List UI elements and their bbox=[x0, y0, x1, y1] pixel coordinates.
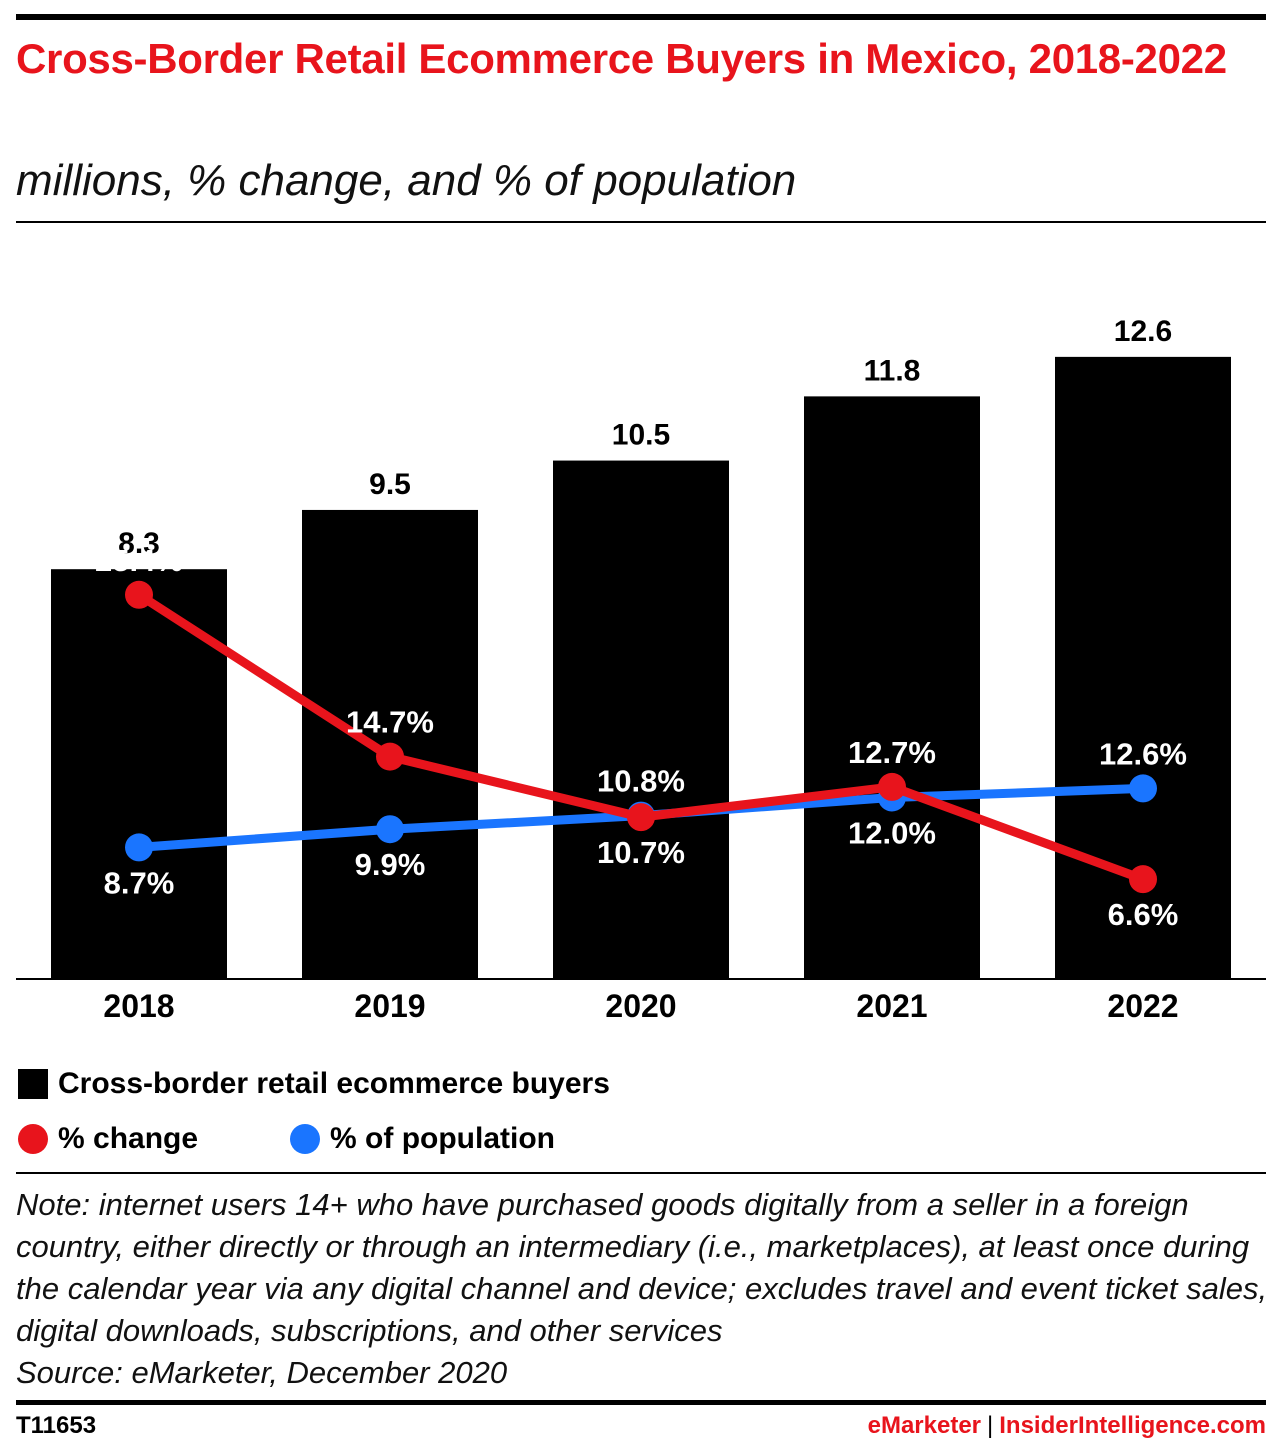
change-label-2019: 14.7% bbox=[346, 705, 434, 740]
population-label-2021: 12.0% bbox=[848, 815, 936, 850]
bar-value-label-2020: 10.5 bbox=[612, 419, 670, 452]
brand-separator: | bbox=[987, 1412, 994, 1439]
x-tick-label-2021: 2021 bbox=[856, 988, 927, 1024]
brand-emarketer: eMarketer bbox=[867, 1412, 982, 1439]
change-point-2021 bbox=[878, 772, 906, 801]
legend-divider bbox=[16, 1172, 1266, 1174]
top-rule bbox=[16, 14, 1266, 20]
bottom-rule bbox=[16, 1400, 1266, 1405]
bar-2021 bbox=[804, 396, 980, 979]
change-point-2019 bbox=[376, 742, 404, 771]
note-text: Note: internet users 14+ who have purcha… bbox=[16, 1187, 1268, 1348]
population-label-2022: 12.6% bbox=[1099, 736, 1187, 771]
legend-label-change: % change bbox=[58, 1122, 199, 1155]
legend-row-2: % change % of population bbox=[18, 1119, 647, 1159]
chart-subtitle: millions, % change, and % of population bbox=[16, 156, 797, 205]
change-label-2022: 6.6% bbox=[1108, 897, 1179, 932]
population-point-2018 bbox=[125, 833, 153, 862]
population-point-2022 bbox=[1129, 774, 1157, 803]
title-divider bbox=[16, 221, 1266, 223]
change-point-2018 bbox=[125, 580, 153, 609]
bar-2020 bbox=[553, 460, 729, 979]
brand-insider-intelligence: InsiderIntelligence.com bbox=[999, 1412, 1266, 1439]
red-dot-icon bbox=[18, 1124, 48, 1154]
population-point-2019 bbox=[376, 815, 404, 844]
legend-item-population: % of population bbox=[290, 1122, 555, 1156]
source-text: Source: eMarketer, December 2020 bbox=[16, 1355, 508, 1390]
x-tick-label-2022: 2022 bbox=[1107, 988, 1178, 1024]
change-point-2022 bbox=[1129, 865, 1157, 894]
change-label-2021: 12.7% bbox=[848, 735, 936, 770]
chart-title: Cross-Border Retail Ecommerce Buyers in … bbox=[16, 35, 1227, 82]
population-label-2018: 8.7% bbox=[104, 865, 175, 900]
combo-chart: 8.3 9.5 10.5 11.8 12.6 2018 2019 2020 2021 2022 25… bbox=[16, 315, 1266, 1024]
x-tick-label-2018: 2018 bbox=[103, 988, 174, 1024]
x-tick-label-2020: 2020 bbox=[605, 988, 676, 1024]
chart-note: Note: internet users 14+ who have purcha… bbox=[16, 1184, 1271, 1394]
change-label-2020: 10.7% bbox=[597, 835, 685, 870]
change-label-2018: 25.4% bbox=[95, 543, 183, 578]
change-point-2020 bbox=[627, 803, 655, 832]
footer-brand: eMarketer | InsiderIntelligence.com bbox=[868, 1412, 1266, 1440]
bar-value-label-2019: 9.5 bbox=[369, 468, 411, 501]
population-label-2019: 9.9% bbox=[355, 847, 426, 882]
population-label-2020: 10.8% bbox=[597, 764, 685, 799]
bar-value-label-2018: 8.3 bbox=[118, 527, 160, 560]
x-tick-label-2019: 2019 bbox=[354, 988, 425, 1024]
legend-row-1: Cross-border retail ecommerce buyers bbox=[18, 1064, 702, 1104]
bar-value-label-2021: 11.8 bbox=[864, 354, 921, 387]
black-square-icon bbox=[18, 1069, 48, 1099]
legend-label-buyers: Cross-border retail ecommerce buyers bbox=[58, 1067, 610, 1100]
legend-item-change: % change bbox=[18, 1122, 198, 1156]
legend-label-population: % of population bbox=[330, 1122, 556, 1155]
bar-value-label-2022: 12.6 bbox=[1114, 315, 1172, 348]
chart-id: T11653 bbox=[16, 1412, 97, 1439]
legend-item-buyers: Cross-border retail ecommerce buyers bbox=[18, 1067, 610, 1101]
blue-dot-icon bbox=[290, 1124, 321, 1154]
